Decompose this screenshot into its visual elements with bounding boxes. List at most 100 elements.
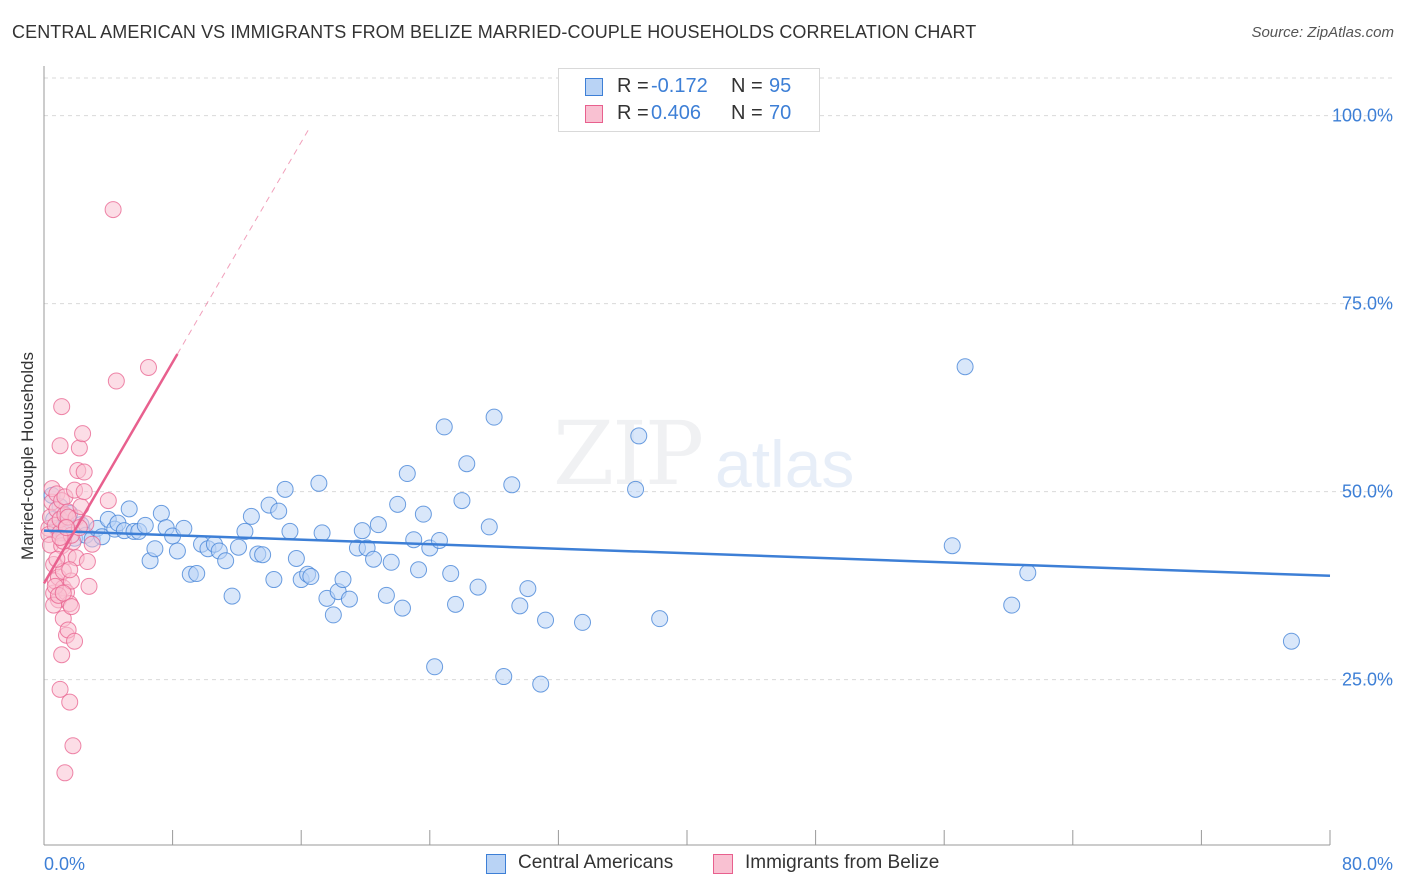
point-central-americans (627, 480, 645, 498)
stats-n-label: N = (731, 102, 763, 124)
point-belize (61, 693, 79, 711)
trendline-central-americans (43, 529, 1331, 578)
stats-r-value: -0.172 (651, 75, 708, 97)
point-belize (107, 372, 125, 390)
point-central-americans (254, 546, 272, 564)
y-tick-label: 25.0% (1342, 670, 1393, 690)
point-central-americans (230, 538, 248, 556)
trendline-belize (42, 353, 179, 584)
point-central-americans (281, 522, 299, 540)
stats-r-label: R = (617, 102, 649, 124)
point-central-americans (223, 587, 241, 605)
point-central-americans (1003, 596, 1021, 614)
point-central-americans (503, 476, 521, 494)
trendline-belize-extension (176, 128, 310, 355)
point-belize (99, 492, 117, 510)
point-belize (74, 425, 92, 443)
point-central-americans (382, 553, 400, 571)
point-belize (53, 398, 71, 416)
point-central-americans (334, 571, 352, 589)
point-central-americans (168, 542, 186, 560)
legend-swatch-blue (486, 854, 506, 874)
stats-swatch-blue (585, 78, 603, 96)
stats-box: R = -0.172 N = 95 R = 0.406 N = 70 (558, 68, 820, 132)
point-central-americans (353, 522, 371, 540)
point-central-americans (313, 524, 331, 542)
point-central-americans (276, 480, 294, 498)
point-belize (80, 577, 98, 595)
point-belize (51, 680, 69, 698)
point-central-americans (458, 455, 476, 473)
point-central-americans (469, 578, 487, 596)
point-central-americans (1019, 564, 1037, 582)
legend: Central Americans Immigrants from Belize (0, 852, 1406, 878)
point-central-americans (519, 580, 537, 598)
point-central-americans (453, 492, 471, 510)
point-central-americans (217, 552, 235, 570)
point-central-americans (398, 465, 416, 483)
point-central-americans (537, 611, 555, 629)
point-central-americans (236, 522, 254, 540)
point-central-americans (447, 595, 465, 613)
legend-label: Central Americans (518, 852, 674, 873)
point-belize (51, 437, 69, 455)
x-tick-label: 0.0% (44, 854, 85, 874)
y-tick-label: 75.0% (1342, 294, 1393, 314)
point-belize (54, 584, 72, 602)
point-central-americans (630, 427, 648, 445)
point-central-americans (442, 565, 460, 583)
point-belize (78, 553, 96, 571)
point-central-americans (426, 658, 444, 676)
point-belize (62, 598, 80, 616)
point-central-americans (377, 586, 395, 604)
point-central-americans (410, 561, 428, 579)
point-belize (75, 483, 93, 501)
point-central-americans (480, 518, 498, 536)
point-central-americans (152, 504, 170, 522)
point-central-americans (136, 516, 154, 534)
stats-r-value: 0.406 (651, 102, 702, 124)
point-central-americans (1282, 632, 1300, 650)
point-belize (53, 646, 71, 664)
legend-label: Immigrants from Belize (745, 852, 940, 873)
point-central-americans (175, 519, 193, 537)
stats-n-label: N = (731, 75, 763, 97)
point-central-americans (574, 613, 592, 631)
point-central-americans (146, 540, 164, 558)
point-central-americans (414, 505, 432, 523)
point-central-americans (389, 495, 407, 513)
point-central-americans (511, 597, 529, 615)
point-central-americans (324, 606, 342, 624)
point-central-americans (265, 571, 283, 589)
source-credit: Source: ZipAtlas.com (1251, 24, 1394, 41)
point-belize (70, 439, 88, 457)
stats-swatch-pink (585, 105, 603, 123)
point-central-americans (956, 358, 974, 376)
point-central-americans (310, 474, 328, 492)
point-central-americans (393, 599, 411, 617)
stats-r-label: R = (617, 75, 649, 97)
point-central-americans (120, 500, 138, 518)
legend-swatch-pink (713, 854, 733, 874)
point-central-americans (435, 418, 453, 436)
point-central-americans (302, 568, 320, 586)
point-belize (61, 561, 79, 579)
chart-title: CENTRAL AMERICAN VS IMMIGRANTS FROM BELI… (12, 22, 977, 42)
point-central-americans (340, 590, 358, 608)
point-central-americans (188, 565, 206, 583)
point-belize (139, 359, 157, 377)
point-belize (104, 201, 122, 219)
y-tick-label: 50.0% (1342, 482, 1393, 502)
stats-n-value: 95 (769, 75, 792, 97)
point-central-americans (369, 516, 387, 534)
stats-n-value: 70 (769, 102, 792, 124)
point-central-americans (365, 550, 383, 568)
point-central-americans (485, 408, 503, 426)
point-central-americans (495, 668, 513, 686)
point-belize (83, 535, 101, 553)
point-central-americans (287, 550, 305, 568)
point-central-americans (430, 531, 448, 549)
point-belize (64, 737, 82, 755)
point-central-americans (270, 502, 288, 520)
